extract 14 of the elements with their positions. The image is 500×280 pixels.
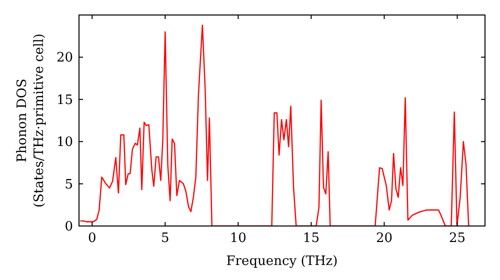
y-tick-label: 15 [56,92,73,108]
y-tick-label: 5 [64,177,73,192]
x-tick-label: 0 [88,231,96,246]
y-tick-label: 0 [64,220,73,234]
x-tick-label: 5 [161,231,170,246]
x-tick-label: 15 [302,231,320,246]
x-tick-label: 20 [376,231,393,246]
x-tick-label: 25 [448,231,466,246]
y-tick-label: 20 [56,50,73,66]
y-tick-label: 10 [56,135,73,150]
x-axis-title: Frequency (THz) [226,254,338,269]
line-series [80,24,470,226]
y-axis-title: Phonon DOS (States/THz·primitive cell) [15,33,47,208]
x-tick-label: 10 [230,231,246,246]
